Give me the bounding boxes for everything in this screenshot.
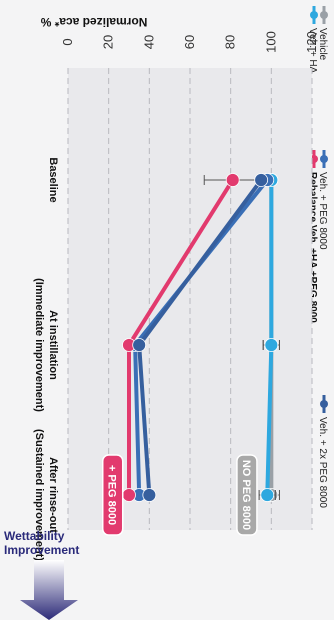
category-label: After rinse-out: [47, 457, 59, 533]
category-label: Baseline: [47, 157, 59, 202]
annotation-badge: + PEG 8000: [101, 454, 124, 536]
legend-item: Veh. + HA: [307, 6, 318, 74]
data-point: [132, 338, 147, 352]
annotations: + PEG 8000 NO PEG 8000: [101, 454, 258, 536]
badge-label: + PEG 8000: [106, 465, 118, 525]
badge-label: NO PEG 8000: [240, 460, 252, 530]
legend-swatch-dot: [320, 11, 328, 19]
y-tick-label: 20: [101, 35, 116, 49]
y-tick-label: 40: [141, 35, 156, 49]
legend-label: Vehicle: [317, 28, 328, 61]
legend-item: Veh. + PEG 8000: [317, 150, 328, 250]
data-point: [264, 338, 279, 352]
badge-box: [101, 454, 124, 536]
data-point: [122, 488, 136, 502]
data-point: [254, 173, 269, 187]
arrow-shape: [20, 560, 78, 620]
legend-swatch-dot: [320, 155, 328, 163]
y-tick-label: 80: [223, 35, 238, 49]
x-axis-categories: Baseline At instillation(Immediate improv…: [33, 157, 59, 561]
y-tick-label: 120: [304, 31, 319, 53]
arrow-label: Improvement: [4, 543, 79, 557]
category-label: (Sustained improvement): [33, 429, 45, 561]
legend-swatch-dot: [310, 11, 318, 19]
annotation-badge: NO PEG 8000: [236, 454, 258, 536]
y-tick-label: 100: [263, 31, 278, 53]
y-axis-ticks: 0 20 40 60 80 100 120: [60, 31, 319, 53]
category-label: At instillation: [47, 310, 59, 380]
legend-label: Veh. + PEG 8000: [317, 172, 328, 250]
legend-item: Vehicle: [317, 6, 328, 61]
data-point: [225, 173, 240, 187]
y-tick-label: 60: [182, 35, 197, 49]
arrow-label: Wettability: [4, 529, 65, 543]
legend-label: Rebalance Veh. +HA +PEG 8000: [307, 172, 318, 323]
legend-label: Veh. + 2x PEG 8000: [317, 417, 328, 508]
data-point: [260, 488, 275, 502]
legend-label: Veh. + HA: [307, 28, 318, 74]
y-tick-label: 0: [60, 38, 75, 45]
category-label: (Immediate improvement): [33, 278, 45, 412]
series-layer: [122, 173, 280, 502]
legend-item: Veh. + 2x PEG 8000: [317, 395, 328, 508]
badge-box: [236, 454, 258, 536]
legend-swatch-dot: [320, 400, 328, 408]
y-axis-label: Normalized aca* %: [40, 15, 147, 29]
data-point: [142, 488, 157, 502]
